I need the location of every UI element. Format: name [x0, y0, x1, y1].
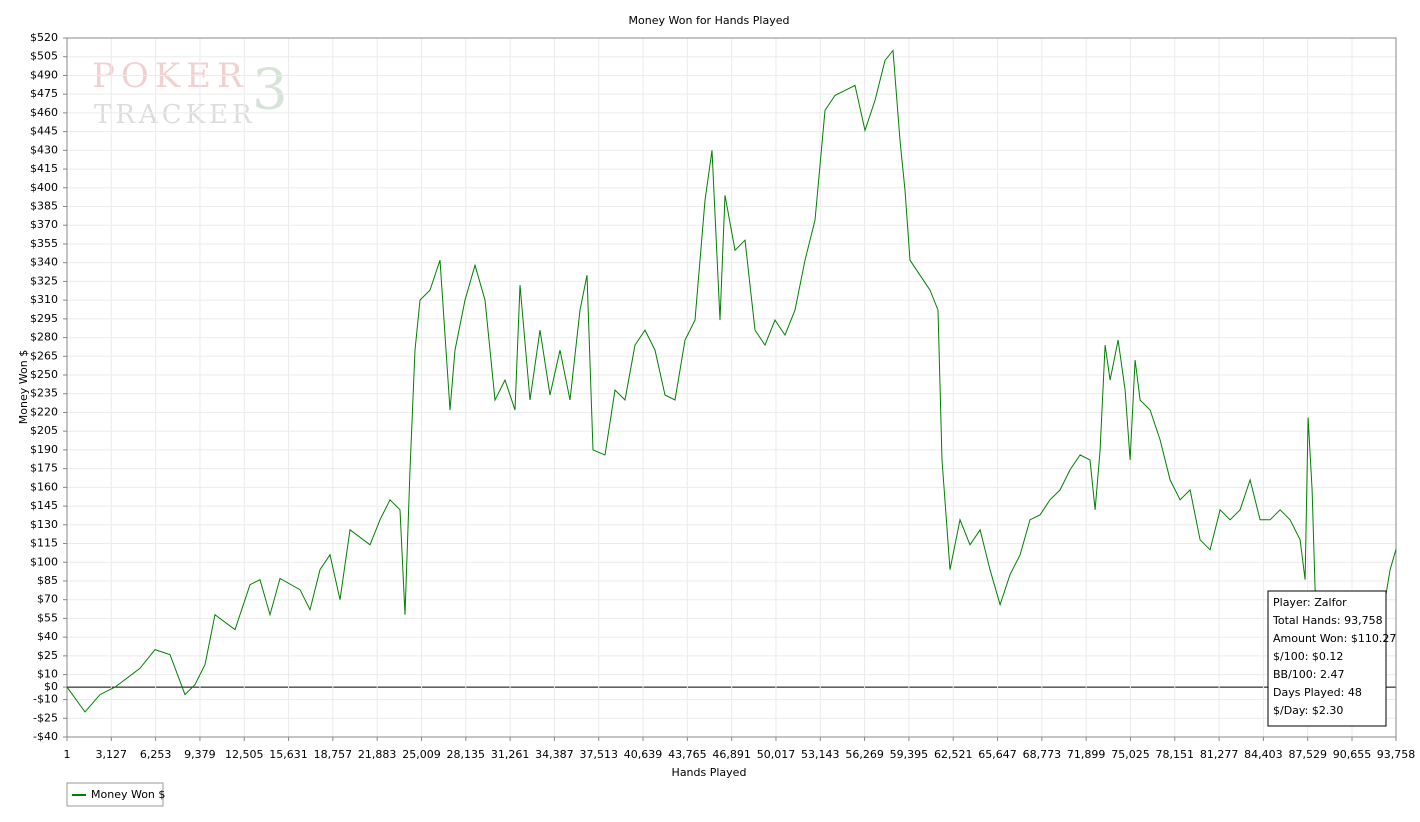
- x-tick-label: 25,009: [402, 748, 441, 761]
- y-tick-label: $130: [30, 518, 58, 531]
- chart-title: Money Won for Hands Played: [629, 14, 790, 27]
- y-tick-label: $415: [30, 162, 58, 175]
- y-tick-label: $340: [30, 256, 58, 269]
- y-tick-label: $385: [30, 200, 58, 213]
- x-tick-label: 87,529: [1288, 748, 1327, 761]
- x-tick-label: 50,017: [757, 748, 796, 761]
- y-tick-label: $55: [37, 611, 58, 624]
- x-tick-label: 56,269: [845, 748, 884, 761]
- y-tick-label: $505: [30, 50, 58, 63]
- info-text: Player: Zalfor: [1273, 596, 1347, 609]
- watermark-text: POKER: [92, 56, 249, 96]
- x-tick-label: 53,143: [801, 748, 840, 761]
- x-tick-label: 90,655: [1333, 748, 1372, 761]
- x-tick-label: 9,379: [184, 748, 216, 761]
- y-tick-label: $250: [30, 368, 58, 381]
- x-tick-label: 84,403: [1244, 748, 1283, 761]
- y-tick-label: $520: [30, 31, 58, 44]
- y-tick-label: $10: [37, 668, 58, 681]
- y-tick-label: $310: [30, 293, 58, 306]
- x-tick-label: 78,151: [1156, 748, 1195, 761]
- x-tick-label: 65,647: [978, 748, 1017, 761]
- x-axis-label: Hands Played: [672, 766, 747, 779]
- y-tick-label: $370: [30, 218, 58, 231]
- y-tick-label: $205: [30, 424, 58, 437]
- x-tick-label: 62,521: [934, 748, 973, 761]
- x-tick-label: 15,631: [269, 748, 308, 761]
- y-axis-label: Money Won $: [17, 350, 30, 424]
- x-tick-label: 81,277: [1200, 748, 1239, 761]
- y-tick-label: $475: [30, 87, 58, 100]
- x-tick-label: 75,025: [1111, 748, 1150, 761]
- x-tick-label: 43,765: [668, 748, 707, 761]
- x-tick-label: 46,891: [712, 748, 751, 761]
- y-tick-label: $100: [30, 555, 58, 568]
- y-tick-label: $0: [44, 680, 58, 693]
- x-tick-label: 21,883: [358, 748, 397, 761]
- watermark-text: 3: [252, 58, 288, 123]
- legend-box: [66, 782, 164, 807]
- y-tick-label: -$10: [33, 693, 58, 706]
- y-tick-label: $235: [30, 387, 58, 400]
- x-tick-label: 34,387: [535, 748, 574, 761]
- y-tick-label: $295: [30, 312, 58, 325]
- y-tick-label: $325: [30, 274, 58, 287]
- plot-frame: [66, 37, 1397, 738]
- info-text: $/100: $0.12: [1273, 650, 1343, 663]
- legend-label: Money Won $: [91, 788, 165, 801]
- y-tick-label: $280: [30, 331, 58, 344]
- x-tick-label: 12,505: [225, 748, 264, 761]
- x-tick-label: 71,899: [1067, 748, 1106, 761]
- x-tick-label: 93,758: [1377, 748, 1416, 761]
- x-tick-label: 37,513: [579, 748, 618, 761]
- y-tick-label: $190: [30, 443, 58, 456]
- y-tick-label: $460: [30, 106, 58, 119]
- y-tick-label: $355: [30, 237, 58, 250]
- y-tick-label: -$25: [33, 711, 58, 724]
- info-box: [1267, 590, 1387, 727]
- y-tick-label: $430: [30, 143, 58, 156]
- y-tick-label: $400: [30, 181, 58, 194]
- info-text: $/Day: $2.30: [1273, 704, 1343, 717]
- x-tick-label: 1: [64, 748, 71, 761]
- x-tick-label: 31,261: [491, 748, 530, 761]
- y-tick-label: $445: [30, 125, 58, 138]
- x-tick-label: 3,127: [96, 748, 128, 761]
- x-tick-label: 6,253: [140, 748, 172, 761]
- y-tick-label: $70: [37, 593, 58, 606]
- x-tick-label: 28,135: [447, 748, 486, 761]
- y-tick-label: $115: [30, 537, 58, 550]
- y-tick-label: $25: [37, 649, 58, 662]
- x-tick-label: 59,395: [890, 748, 929, 761]
- y-tick-label: $145: [30, 499, 58, 512]
- watermark-text: TRACKER: [94, 100, 256, 130]
- x-tick-label: 40,639: [624, 748, 663, 761]
- series-line: [66, 49, 1397, 713]
- info-text: Amount Won: $110.27: [1273, 632, 1396, 645]
- y-tick-label: $490: [30, 68, 58, 81]
- y-tick-label: -$40: [33, 730, 58, 743]
- y-tick-label: $40: [37, 630, 58, 643]
- info-text: Total Hands: 93,758: [1272, 614, 1383, 627]
- y-tick-label: $85: [37, 574, 58, 587]
- x-tick-label: 18,757: [314, 748, 353, 761]
- y-tick-label: $220: [30, 405, 58, 418]
- info-text: Days Played: 48: [1273, 686, 1362, 699]
- y-tick-label: $160: [30, 480, 58, 493]
- x-tick-label: 68,773: [1023, 748, 1062, 761]
- watermark: POKER TRACKER 3: [92, 56, 288, 130]
- info-text: BB/100: 2.47: [1273, 668, 1345, 681]
- y-tick-label: $175: [30, 462, 58, 475]
- y-tick-label: $265: [30, 349, 58, 362]
